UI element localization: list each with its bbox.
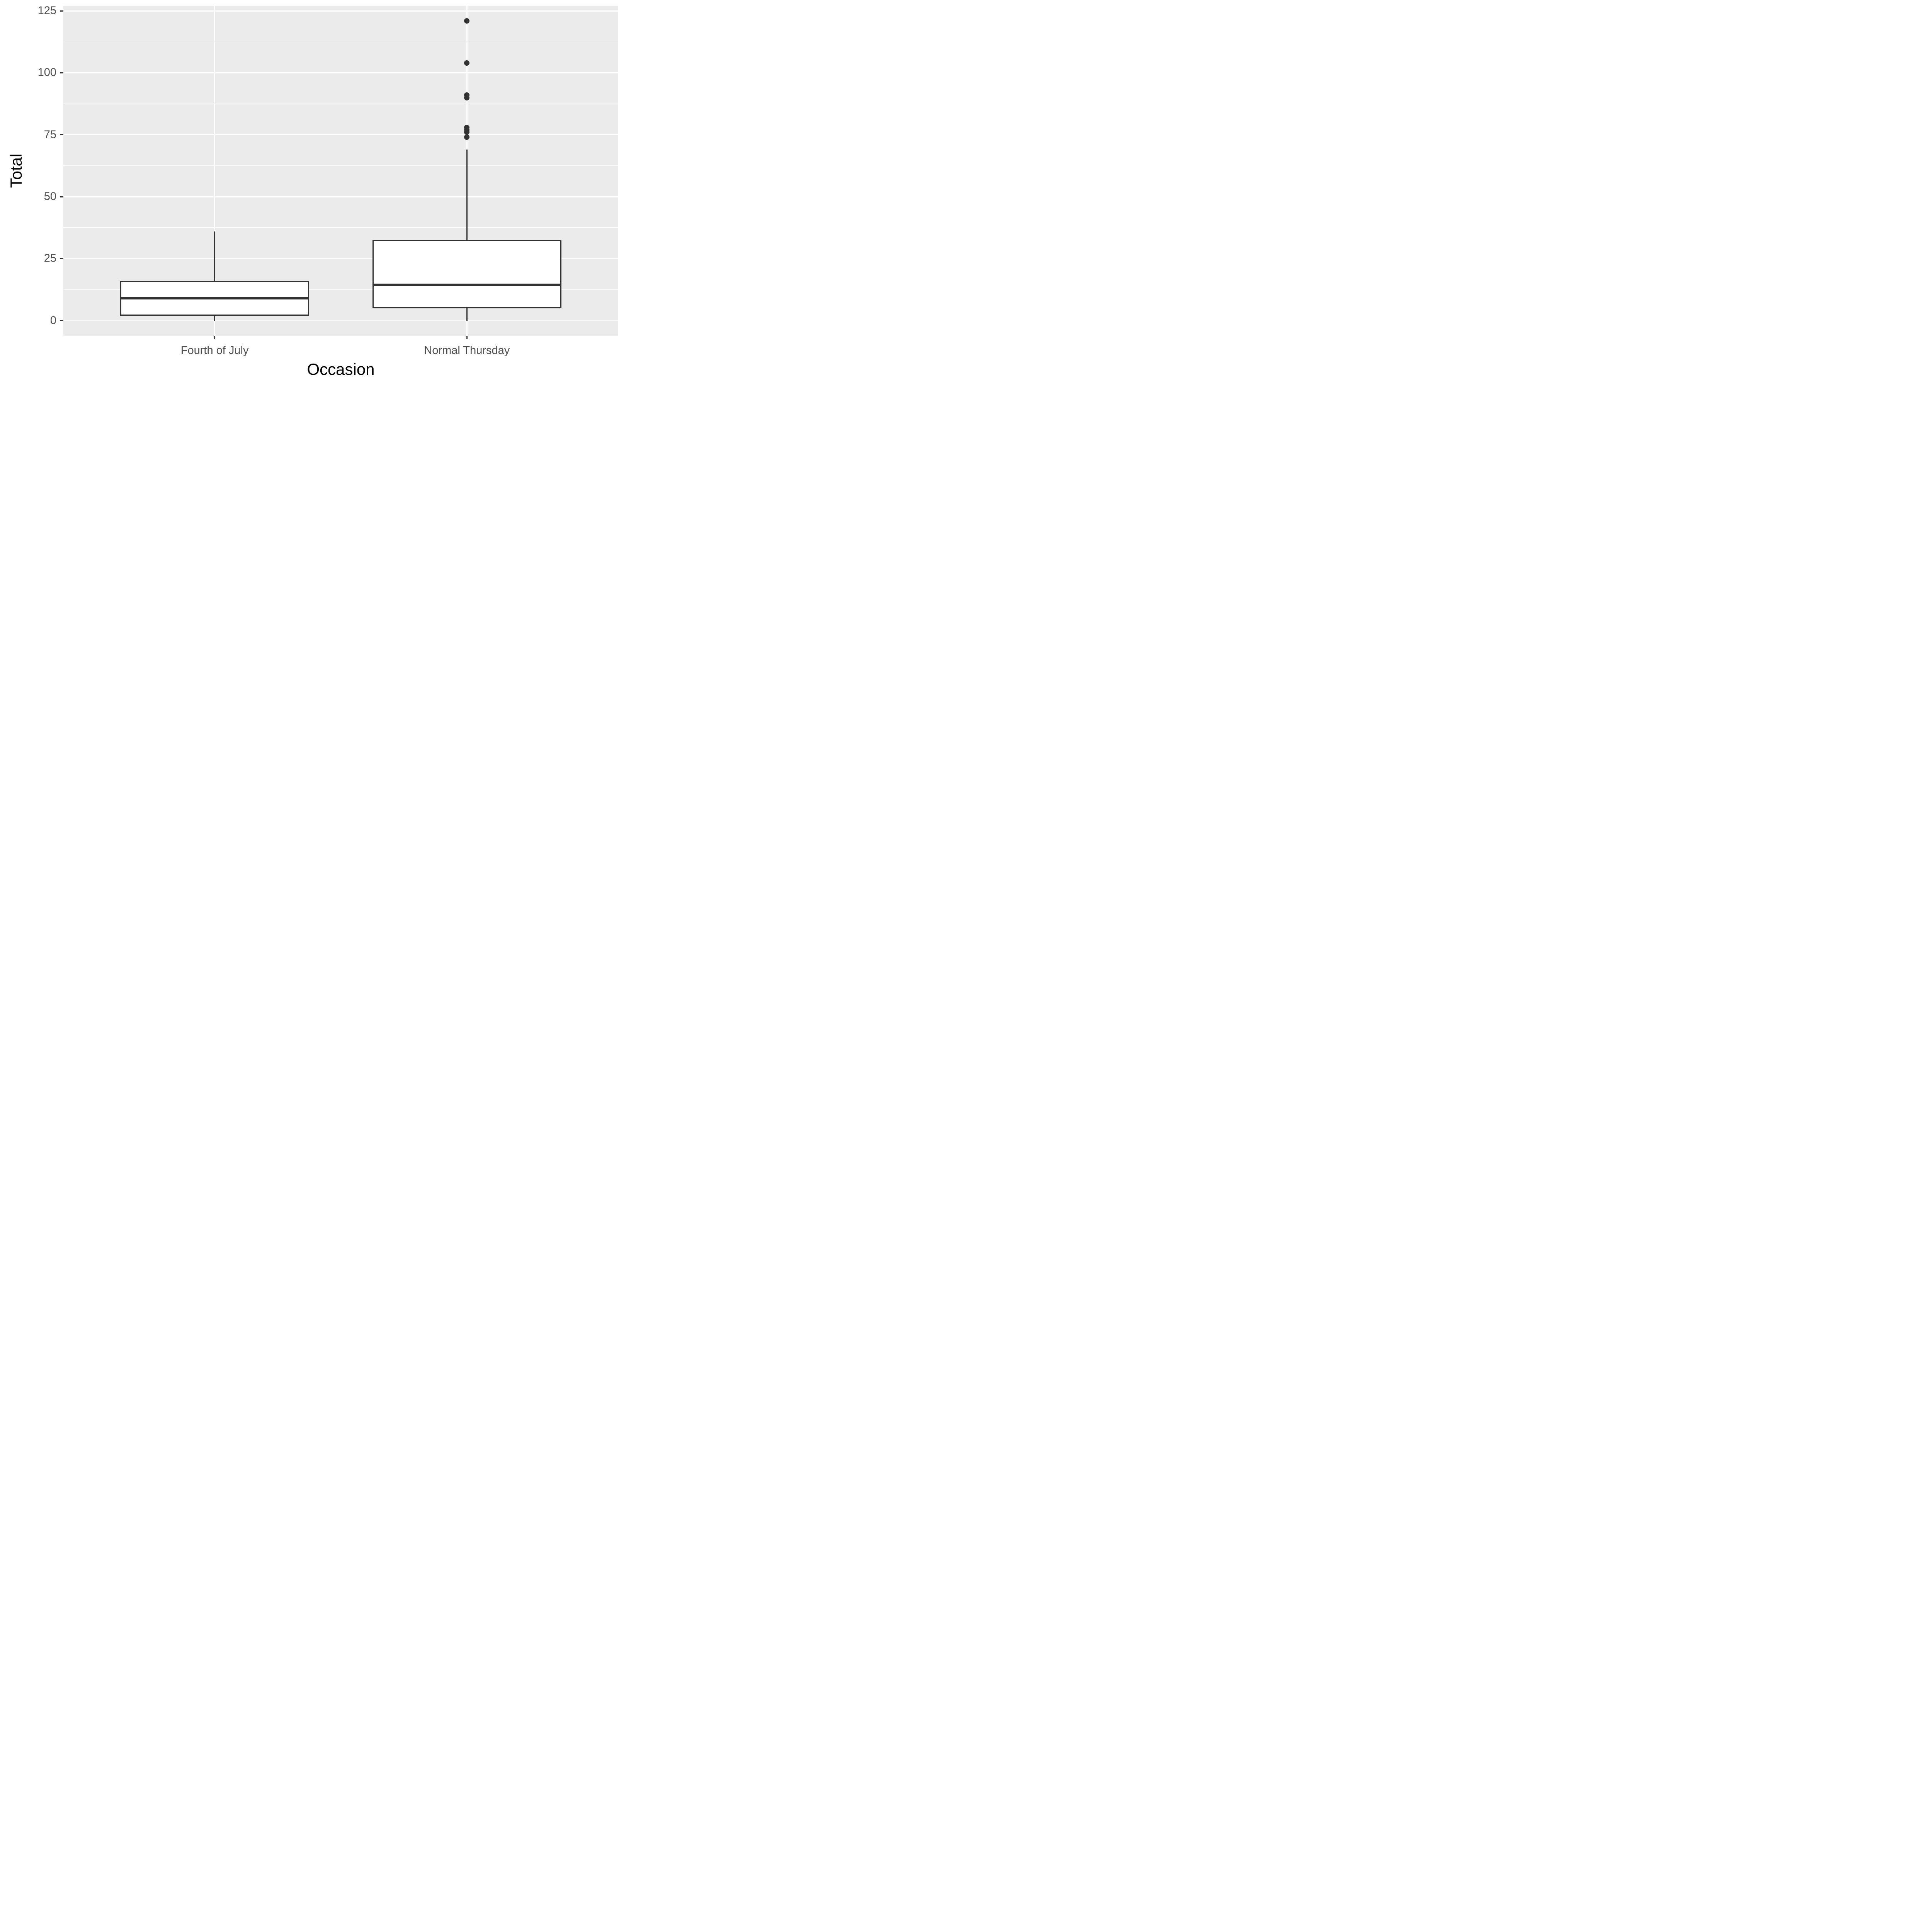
x-axis-title: Occasion	[307, 360, 375, 378]
boxplot-fourth-of-july	[63, 6, 618, 336]
y-tick-label: 75	[44, 128, 56, 141]
plot-panel	[63, 6, 618, 336]
y-tick-mark	[60, 10, 63, 12]
lower-whisker	[214, 315, 216, 321]
x-tick-mark	[214, 335, 216, 339]
outlier-point	[464, 60, 470, 66]
category-gridline	[214, 6, 216, 336]
y-tick-label: 0	[50, 314, 56, 327]
upper-whisker	[466, 150, 468, 240]
upper-whisker	[214, 231, 216, 281]
y-tick-mark	[60, 320, 63, 321]
x-tick-label: Normal Thursday	[424, 344, 510, 357]
iqr-box	[372, 240, 562, 308]
major-gridline	[63, 258, 618, 259]
x-tick-mark	[466, 335, 468, 339]
outlier-point	[464, 124, 470, 130]
boxplot-normal-thursday	[63, 6, 618, 336]
minor-gridline	[63, 227, 618, 228]
lower-whisker	[466, 308, 468, 321]
major-gridline	[63, 72, 618, 73]
outlier-point	[464, 18, 470, 24]
minor-gridline	[63, 165, 618, 166]
major-gridline	[63, 320, 618, 321]
median-line	[120, 297, 310, 299]
outlier-point	[464, 134, 470, 140]
y-tick-mark	[60, 196, 63, 197]
y-tick-label: 25	[44, 252, 56, 265]
minor-gridline	[63, 289, 618, 290]
y-tick-mark	[60, 258, 63, 259]
major-gridline	[63, 134, 618, 136]
major-gridline	[63, 196, 618, 197]
major-gridline	[63, 10, 618, 12]
y-tick-label: 50	[44, 190, 56, 203]
x-tick-label: Fourth of July	[180, 344, 249, 357]
minor-gridline	[63, 41, 618, 43]
y-tick-mark	[60, 72, 63, 73]
y-tick-label: 100	[37, 66, 56, 79]
y-tick-label: 125	[37, 4, 56, 17]
outlier-point	[464, 92, 470, 98]
median-line	[372, 283, 562, 286]
y-axis-title: Total	[7, 153, 25, 188]
y-tick-mark	[60, 134, 63, 136]
boxplot-figure: 0 25 50 75 100 125 Fourth of July Normal Thurs…	[0, 0, 618, 386]
